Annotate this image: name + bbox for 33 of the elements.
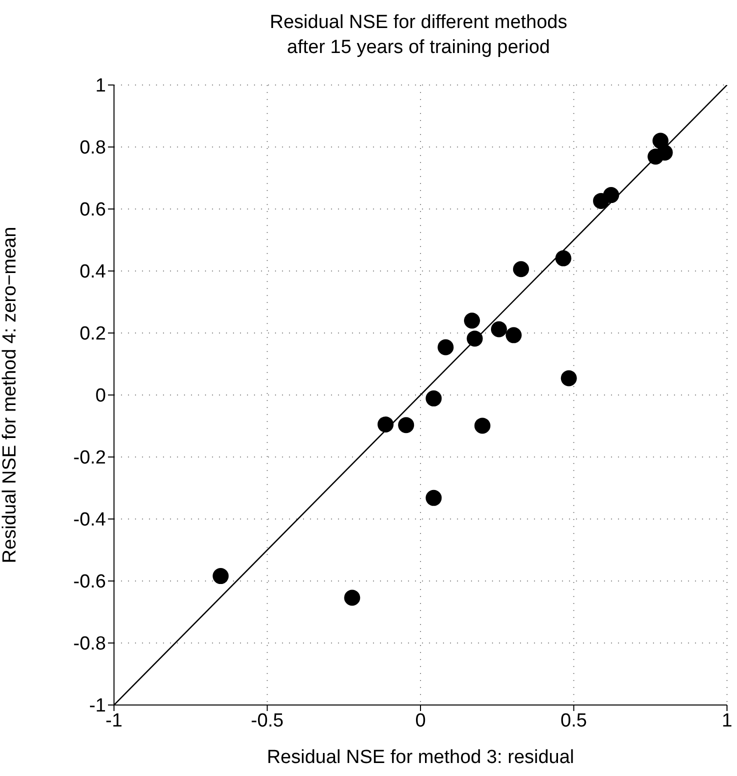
y-axis-title: Residual NSE for method 4: zero−mean <box>0 226 21 564</box>
y-tick-label: -0.4 <box>73 510 106 531</box>
point <box>378 416 394 432</box>
x-tick-label: 0.5 <box>560 710 587 732</box>
x-axis-title: Residual NSE for method 3: residual <box>266 747 574 768</box>
y-tick-label: -0.2 <box>73 448 106 469</box>
y-tick-label: -0.6 <box>73 572 106 593</box>
point <box>560 370 577 386</box>
y-tick-label: 0.8 <box>80 138 106 159</box>
point <box>464 312 480 329</box>
y-tick-label: -1 <box>89 696 106 717</box>
y-tick-label: 1 <box>95 76 106 97</box>
y-tick-label: 0.4 <box>80 262 106 283</box>
point <box>555 250 572 266</box>
x-tick-label: 0 <box>415 710 426 732</box>
chart-title: Residual NSE for different methods after 15 years of training period <box>268 11 568 60</box>
point <box>603 187 620 204</box>
x-tick-label: 1 <box>722 710 732 732</box>
y-tick-label: 0.2 <box>80 324 106 345</box>
point <box>426 490 442 506</box>
point <box>490 321 507 338</box>
x-tick-label: -0.5 <box>250 710 284 732</box>
point <box>506 327 522 344</box>
point <box>438 339 454 356</box>
point <box>212 568 229 584</box>
point <box>398 417 414 434</box>
y-tick-label: -0.8 <box>73 634 106 655</box>
y-tick-label: 0 <box>95 386 106 407</box>
point <box>344 590 360 606</box>
point <box>426 390 442 406</box>
point <box>513 261 530 278</box>
y-tick-label: 0.6 <box>80 200 106 221</box>
point <box>474 418 490 434</box>
